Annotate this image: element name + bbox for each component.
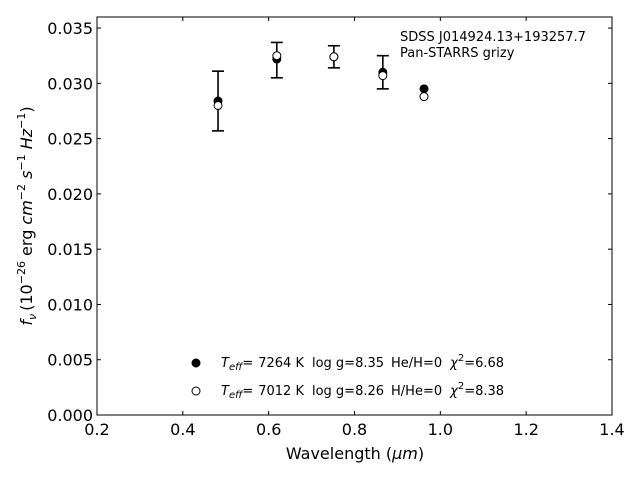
- legend-logg: log g=8.26: [312, 384, 384, 399]
- x-tick-label: 0.2: [84, 420, 109, 439]
- x-tick-label: 1.4: [599, 420, 624, 439]
- y-label-nu: ν: [26, 314, 39, 320]
- x-axis-label-text: Wavelength (: [286, 444, 392, 463]
- y-tick-label: 0.020: [47, 185, 93, 204]
- x-axis-label-close: ): [418, 444, 424, 463]
- x-axis-label-unit: μm: [391, 444, 418, 463]
- legend-label-1: Teff= 7012 K log g=8.26 H/He=0 χ2=8.38: [221, 381, 504, 401]
- legend-marker-1: [191, 386, 201, 396]
- legend-logg: log g=8.35: [312, 356, 384, 371]
- x-axis-label: Wavelength (μm): [286, 444, 424, 463]
- y-tick-label: 0.010: [47, 295, 93, 314]
- legend-chi-exp: 2: [458, 353, 464, 364]
- x-tick-label: 0.4: [170, 420, 195, 439]
- ticks: 0.2 0.4 0.6 0.8 1.0 1.2 1.4 0.000 0.005 0.010 0.01…: [47, 17, 625, 439]
- point-open-marker: [213, 100, 223, 110]
- point-open-marker: [419, 92, 429, 102]
- y-label-erg: erg: [17, 225, 36, 261]
- legend-label-0: Teff= 7264 K log g=8.35 He/H=0 χ2=6.68: [221, 353, 504, 373]
- y-label-cm: cm: [17, 200, 36, 224]
- legend-comp: H/He=0: [391, 384, 442, 399]
- legend-eff: eff: [229, 390, 244, 401]
- legend-T: T: [221, 384, 230, 399]
- legend-marker-0: [191, 358, 201, 368]
- y-tick-label: 0.015: [47, 240, 93, 259]
- legend-eff: eff: [229, 362, 244, 373]
- legend-eq: =: [242, 356, 253, 371]
- point-open-marker: [272, 51, 282, 61]
- annotation-line-2: Pan-STARRS grizy: [400, 46, 515, 61]
- point-open-marker: [378, 71, 388, 81]
- y-tick-label: 0.030: [47, 74, 93, 93]
- legend-T: T: [221, 356, 230, 371]
- x-tick-label: 1.2: [513, 420, 538, 439]
- y-label-close: ): [17, 106, 36, 112]
- legend-eq: =: [242, 384, 253, 399]
- annotation-line-1: SDSS J014924.13+193257.7: [400, 30, 586, 45]
- legend-teff: 7012 K: [258, 384, 304, 399]
- data-marks: [212, 41, 429, 132]
- legend-chi-symbol: χ: [449, 356, 459, 371]
- legend-chi-value: =6.68: [464, 356, 504, 371]
- y-label-hz: Hz: [17, 128, 36, 154]
- legend-chi-exp: 2: [458, 381, 464, 392]
- y-label-exp2: −2: [15, 184, 28, 200]
- y-label-s: s: [17, 171, 36, 184]
- y-tick-label: 0.035: [47, 19, 93, 38]
- point-open-marker: [329, 52, 339, 62]
- x-tick-label: 0.8: [342, 420, 367, 439]
- plot-frame: [96, 16, 613, 416]
- legend-comp: He/H=0: [391, 356, 442, 371]
- y-label-exp1b: −1: [15, 113, 28, 129]
- point-filled-marker: [419, 84, 429, 94]
- x-tick-label: 1.0: [428, 420, 453, 439]
- y-label-f: f: [17, 318, 36, 326]
- y-label-exp26: −26: [15, 261, 28, 284]
- legend-chi-value: =8.38: [464, 384, 504, 399]
- legend-chi-symbol: χ: [449, 384, 459, 399]
- y-label-ten: (10: [17, 284, 36, 311]
- x-tick-label: 0.6: [256, 420, 281, 439]
- y-label-exp1a: −1: [15, 154, 28, 170]
- y-tick-label: 0.025: [47, 130, 93, 149]
- y-tick-label: 0.005: [47, 351, 93, 370]
- legend-teff: 7264 K: [258, 356, 304, 371]
- y-axis-label: fν(10−26 erg cm−2 s−1 Hz−1): [15, 106, 39, 325]
- y-tick-label: 0.000: [47, 406, 93, 425]
